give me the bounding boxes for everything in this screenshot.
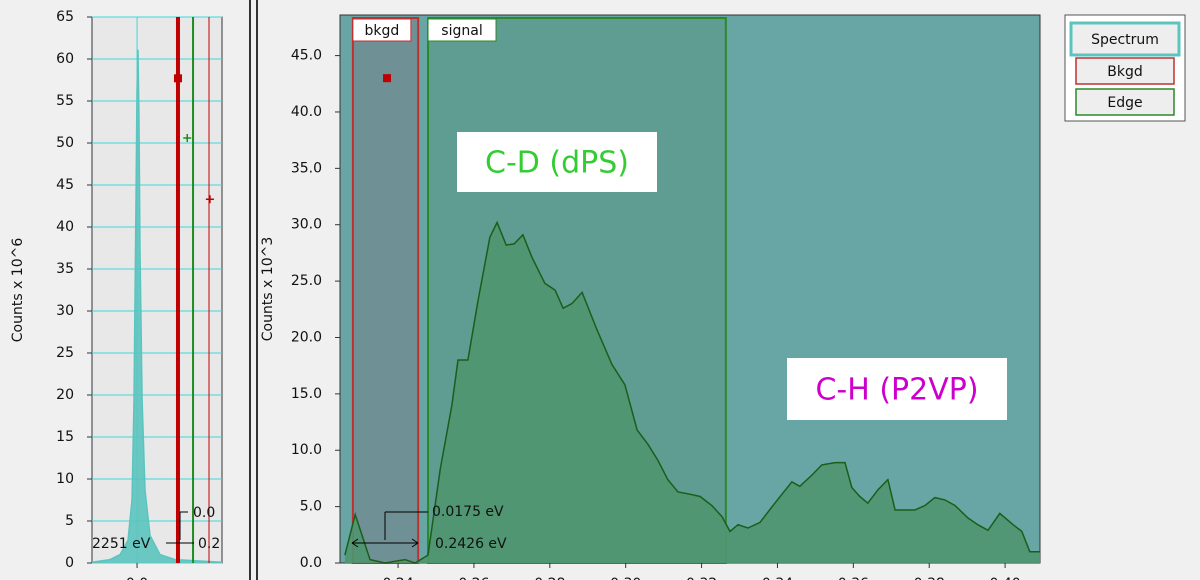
legend-label[interactable]: Edge bbox=[1107, 95, 1142, 111]
plot-area bbox=[91, 16, 223, 564]
x-tick-label: 0.32 bbox=[686, 576, 717, 580]
region bbox=[351, 17, 420, 564]
measure-label: 0.0175 eV bbox=[432, 504, 504, 520]
y-tick-label: 5.0 bbox=[300, 499, 322, 515]
annotation: C-H (P2VP) bbox=[815, 373, 978, 408]
y-tick-label: 25.0 bbox=[291, 273, 322, 289]
y-tick-label: 15.0 bbox=[291, 386, 322, 402]
region-tag bbox=[352, 18, 412, 42]
y-axis-label: Counts x 10^3 bbox=[260, 237, 276, 342]
y-tick-label: 35 bbox=[56, 261, 74, 277]
y-axis-label: Counts x 10^6 bbox=[10, 238, 26, 343]
y-tick-label: 40.0 bbox=[291, 104, 322, 120]
x-tick-label: 0.36 bbox=[838, 576, 869, 580]
y-tick-label: 25 bbox=[56, 345, 74, 361]
x-tick-label: 0.38 bbox=[914, 576, 945, 580]
x-tick-label: 0.24 bbox=[382, 576, 413, 580]
marker bbox=[183, 133, 192, 142]
annotation: 2251 eV bbox=[92, 536, 151, 552]
annotation-box bbox=[787, 358, 1007, 420]
y-tick-label: 45 bbox=[56, 177, 74, 193]
annotation: 0.0 bbox=[193, 505, 215, 521]
y-tick-label: 5 bbox=[65, 513, 74, 529]
region-tag bbox=[427, 18, 497, 42]
spectrum-line bbox=[91, 49, 223, 563]
x-tick-label: 0.40 bbox=[990, 576, 1021, 580]
x-tick-label: 0.34 bbox=[762, 576, 793, 580]
legend-button[interactable] bbox=[1069, 21, 1181, 57]
legend-button[interactable] bbox=[1075, 88, 1175, 116]
y-tick-label: 10 bbox=[56, 471, 74, 487]
legend-label[interactable]: Bkgd bbox=[1107, 64, 1143, 80]
y-tick-label: 20 bbox=[56, 387, 74, 403]
legend-button[interactable] bbox=[1075, 57, 1175, 85]
region-label: bkgd bbox=[365, 23, 400, 39]
measure-label: 0.2426 eV bbox=[435, 536, 507, 552]
area-fill bbox=[344, 222, 1040, 563]
x-tick-label: 0.26 bbox=[458, 576, 489, 580]
y-tick-label: 55 bbox=[56, 93, 74, 109]
arrow bbox=[351, 538, 419, 548]
y-tick-label: 15 bbox=[56, 429, 74, 445]
y-tick-label: 20.0 bbox=[291, 329, 322, 345]
y-tick-label: 30.0 bbox=[291, 217, 322, 233]
y-tick-label: 45.0 bbox=[291, 48, 322, 64]
marker bbox=[383, 74, 392, 83]
y-tick-label: 50 bbox=[56, 135, 74, 151]
y-tick-label: 0 bbox=[65, 555, 74, 571]
marker bbox=[205, 195, 214, 204]
annotation: 0.2 bbox=[198, 536, 220, 552]
x-tick-label: 0.0 bbox=[126, 576, 148, 580]
x-tick-label: 0.30 bbox=[610, 576, 641, 580]
y-tick-label: 35.0 bbox=[291, 160, 322, 176]
legend-label[interactable]: Spectrum bbox=[1091, 32, 1159, 48]
annotation: C-D (dPS) bbox=[485, 146, 629, 181]
y-tick-label: 30 bbox=[56, 303, 74, 319]
y-tick-label: 40 bbox=[56, 219, 74, 235]
marker bbox=[173, 74, 182, 83]
y-tick-label: 65 bbox=[56, 9, 74, 25]
region-label: signal bbox=[441, 23, 482, 39]
annotation-box bbox=[457, 132, 657, 192]
y-tick-label: 0.0 bbox=[300, 555, 322, 571]
y-tick-label: 10.0 bbox=[291, 442, 322, 458]
x-tick-label: 0.28 bbox=[534, 576, 565, 580]
spectrum-line bbox=[344, 220, 1040, 564]
y-tick-label: 60 bbox=[56, 51, 74, 67]
